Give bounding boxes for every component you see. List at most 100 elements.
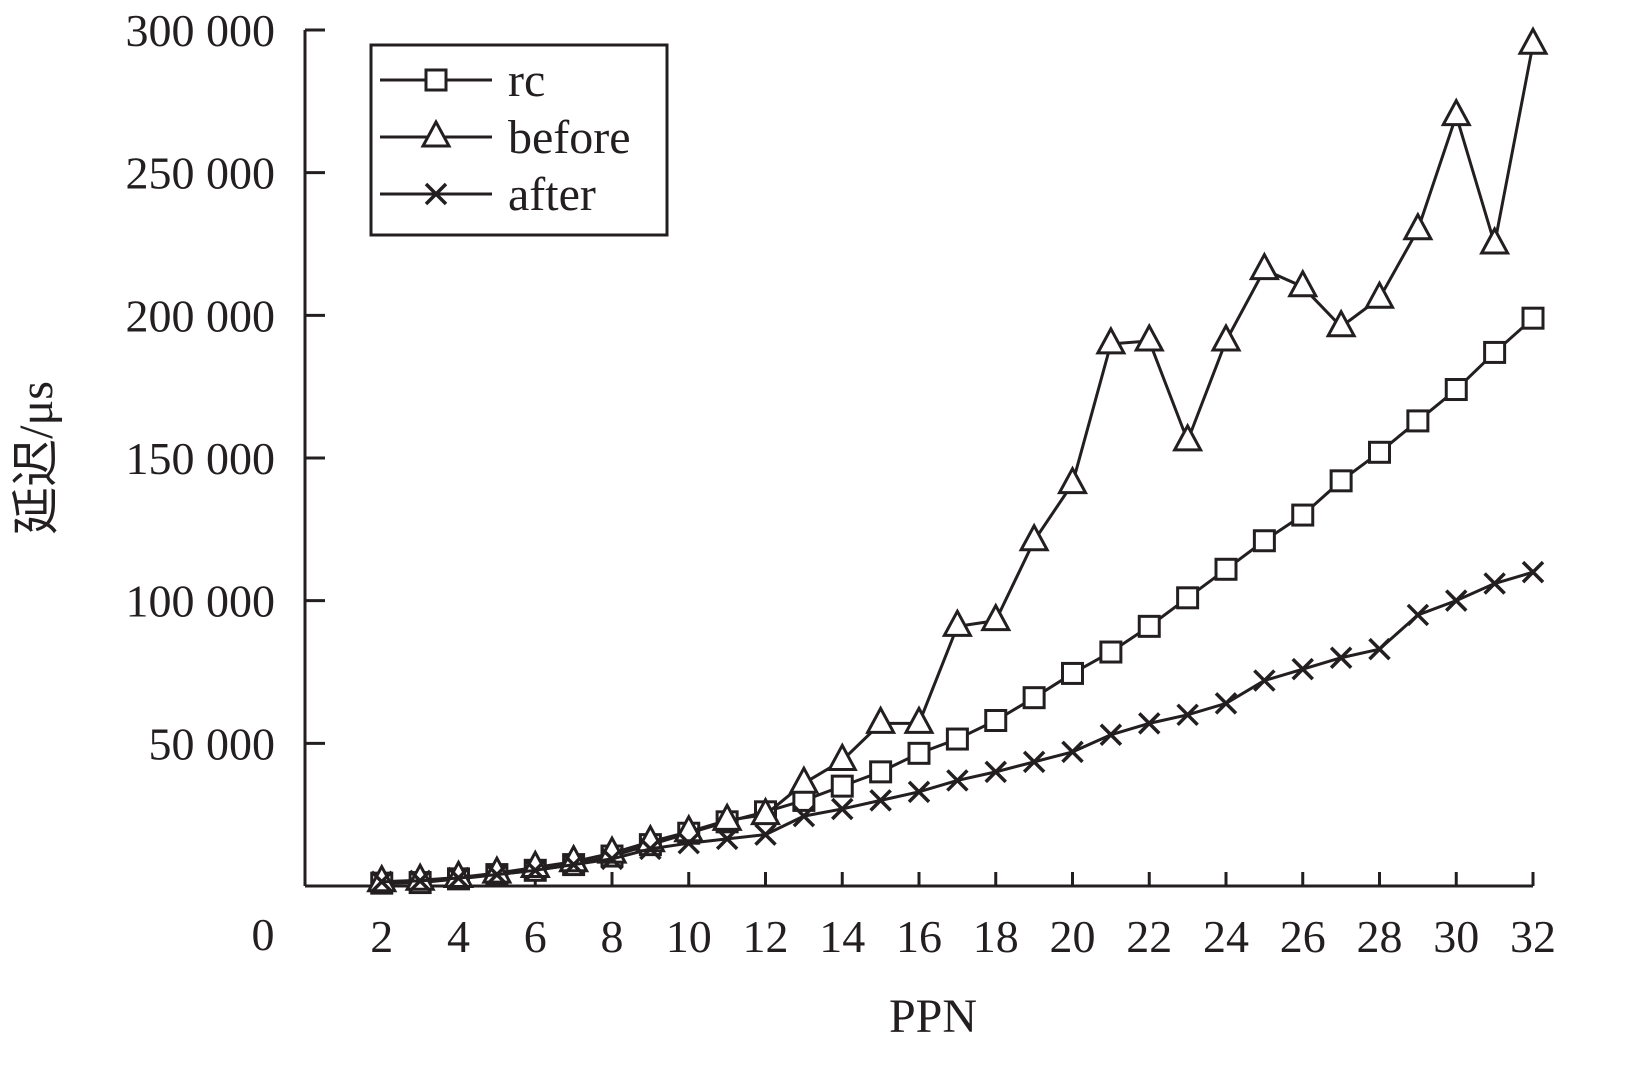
- data-point-rc: [1406, 409, 1430, 433]
- data-point-before: [1210, 322, 1242, 352]
- data-point-after: [984, 760, 1007, 784]
- data-point-rc: [1252, 529, 1276, 553]
- data-point-after: [677, 831, 700, 855]
- series-rc: [370, 306, 1545, 895]
- y-tick-label: 300 000: [126, 5, 276, 56]
- data-point-after: [1483, 572, 1506, 595]
- y-tick-label: 250 000: [126, 148, 276, 199]
- x-tick-label: 22: [1126, 911, 1172, 962]
- data-point-after: [715, 827, 739, 851]
- x-tick-label: 4: [447, 911, 470, 962]
- data-point-after: [869, 789, 892, 812]
- data-point-after: [485, 863, 509, 886]
- legend-marker-square: [424, 68, 448, 92]
- data-point-after: [946, 769, 969, 792]
- ticks: 50 000 100 000 150 000 200 000 250 000 300 00…: [126, 5, 1557, 962]
- data-point-after: [408, 869, 432, 893]
- series-after: [370, 560, 1545, 893]
- x-tick-label: 20: [1050, 911, 1096, 962]
- data-point-after: [1176, 703, 1199, 727]
- data-point-rc: [1291, 503, 1315, 527]
- x-tick-label: 30: [1433, 911, 1479, 962]
- y-tick-label: 150 000: [126, 433, 276, 484]
- data-point-rc: [1061, 661, 1084, 685]
- data-point-rc: [1329, 469, 1353, 493]
- data-point-after: [1099, 723, 1123, 747]
- data-point-after: [562, 853, 585, 876]
- data-point-after: [831, 797, 854, 821]
- series-group: [366, 26, 1549, 895]
- legend-label: after: [508, 168, 596, 221]
- data-point-before: [1402, 211, 1434, 241]
- x-tick-label: 16: [896, 911, 942, 962]
- legend-box: [369, 43, 669, 237]
- data-point-before: [980, 602, 1012, 632]
- data-point-rc: [869, 760, 893, 784]
- data-point-rc: [1521, 306, 1545, 330]
- data-point-before: [442, 859, 475, 888]
- x-tick-label: 2: [370, 911, 393, 962]
- data-point-before: [903, 705, 935, 734]
- legend-label: before: [508, 111, 631, 164]
- data-point-after: [1022, 750, 1046, 774]
- data-point-before: [1517, 26, 1549, 55]
- data-point-rc: [1214, 557, 1238, 581]
- data-point-after: [792, 804, 816, 828]
- data-point-before: [1287, 268, 1319, 298]
- legend-item-before: before: [380, 111, 631, 164]
- origin-label: 0: [252, 909, 275, 960]
- data-point-rc: [907, 741, 931, 765]
- data-point-before: [1095, 325, 1127, 355]
- data-point-after: [1214, 692, 1238, 715]
- data-point-rc: [830, 774, 854, 798]
- x-axis-title: PPN: [889, 990, 977, 1043]
- data-point-before: [404, 862, 436, 891]
- legend-item-rc: rc: [380, 54, 545, 107]
- data-point-before: [788, 765, 820, 794]
- data-point-before: [941, 608, 973, 637]
- data-point-before: [1018, 522, 1050, 552]
- legend-marker-triangle: [420, 118, 452, 148]
- data-point-after: [1406, 603, 1430, 627]
- data-point-after: [1061, 740, 1084, 764]
- data-point-before: [865, 705, 897, 734]
- data-point-rc: [1368, 440, 1391, 464]
- data-point-after: [1445, 589, 1468, 612]
- data-point-after: [600, 847, 624, 871]
- data-point-before: [711, 802, 743, 831]
- legend-item-after: after: [380, 168, 596, 221]
- data-point-rc: [1444, 378, 1468, 402]
- series-before: [366, 26, 1549, 893]
- data-point-before: [1056, 465, 1089, 495]
- data-point-after: [1521, 560, 1545, 584]
- x-tick-label: 26: [1280, 911, 1326, 962]
- data-point-before: [1363, 280, 1396, 309]
- data-point-after: [370, 870, 393, 893]
- x-tick-label: 32: [1510, 911, 1556, 962]
- data-point-after: [907, 780, 931, 804]
- data-point-rc: [984, 709, 1008, 733]
- x-tick-label: 28: [1357, 911, 1403, 962]
- series-line-rc: [381, 317, 1534, 885]
- y-tick-label: 100 000: [126, 576, 276, 627]
- data-point-after: [639, 837, 662, 861]
- y-tick-label: 200 000: [126, 290, 276, 341]
- data-point-after: [524, 859, 547, 882]
- x-tick-label: 12: [743, 911, 789, 962]
- legend-marker-x: [424, 182, 448, 206]
- data-point-before: [1172, 422, 1204, 452]
- data-point-after: [1291, 657, 1314, 681]
- data-point-rc: [1137, 614, 1161, 638]
- x-tick-label: 14: [819, 911, 865, 962]
- data-point-rc: [1099, 640, 1123, 664]
- data-point-after: [1138, 712, 1161, 735]
- data-point-after: [754, 823, 777, 846]
- data-point-after: [1368, 637, 1391, 661]
- data-point-before: [366, 863, 398, 893]
- data-point-rc: [945, 727, 969, 751]
- data-point-rc: [1022, 686, 1046, 710]
